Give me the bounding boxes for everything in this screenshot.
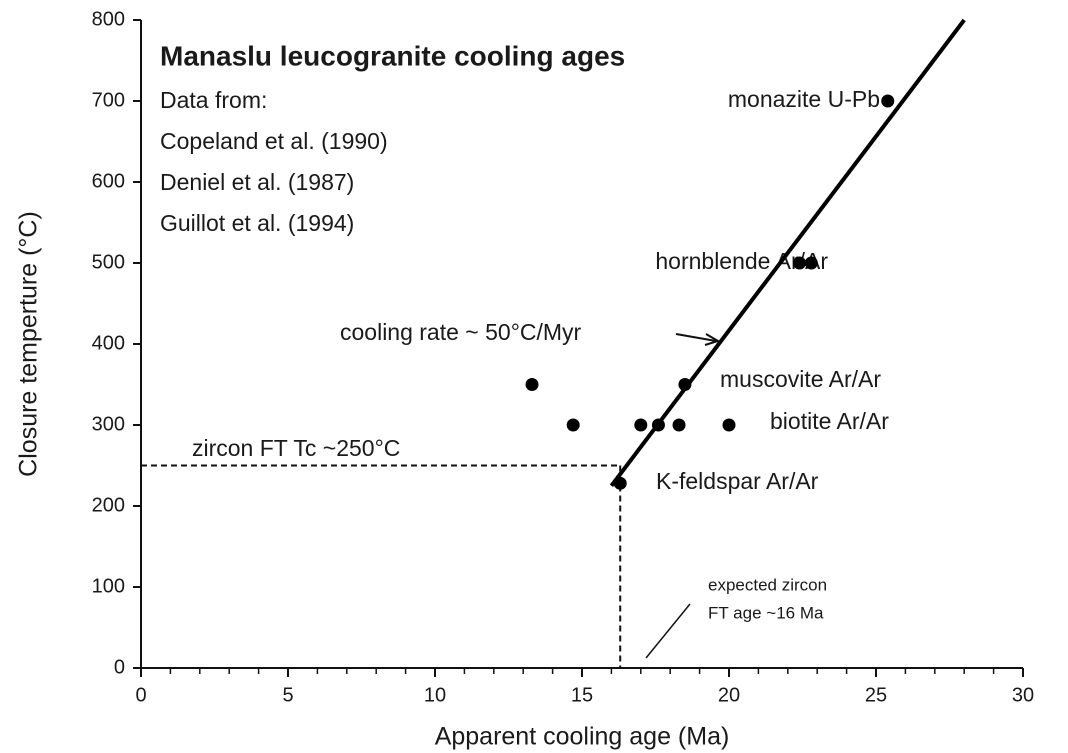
source: Guillot et al. (1994) bbox=[160, 210, 354, 236]
y-tick-label: 200 bbox=[92, 494, 125, 516]
point bbox=[722, 418, 736, 432]
arrow bbox=[675, 333, 717, 342]
point bbox=[651, 418, 665, 432]
x-tick-label: 0 bbox=[135, 684, 146, 706]
point bbox=[525, 378, 539, 391]
annotation: monazite U-Pb bbox=[728, 86, 880, 112]
y-tick-label: 700 bbox=[92, 89, 125, 111]
fit-line bbox=[609, 18, 966, 487]
x-tick-label: 10 bbox=[424, 684, 446, 706]
y-axis-title: Closure temperture (°C) bbox=[15, 211, 43, 477]
point bbox=[613, 476, 627, 490]
y-tick-label: 800 bbox=[92, 8, 125, 30]
annotation: expected zircon bbox=[708, 575, 827, 594]
y-tick-label: 100 bbox=[92, 575, 125, 597]
source: Deniel et al. (1987) bbox=[160, 169, 354, 195]
point bbox=[804, 256, 818, 270]
chart-title: Manaslu leucogranite cooling ages bbox=[160, 40, 625, 71]
x-tick-label: 15 bbox=[571, 684, 593, 706]
y-tick-label: 500 bbox=[92, 251, 125, 273]
x-tick-label: 30 bbox=[1012, 684, 1034, 706]
point bbox=[881, 94, 895, 108]
x-axis-title: Apparent cooling age (Ma) bbox=[435, 723, 730, 751]
point bbox=[566, 418, 580, 432]
annotation: zircon FT Tc ~250°C bbox=[192, 435, 400, 461]
annotation: muscovite Ar/Ar bbox=[720, 366, 881, 392]
y-tick-label: 600 bbox=[92, 170, 125, 192]
arrow-head bbox=[704, 333, 721, 346]
source-heading: Data from: bbox=[160, 87, 267, 113]
x-tick-label: 5 bbox=[282, 684, 293, 706]
annotation: biotite Ar/Ar bbox=[770, 408, 889, 434]
x-tick-label: 25 bbox=[865, 684, 887, 706]
annotation: K-feldspar Ar/Ar bbox=[656, 468, 819, 494]
pointer bbox=[645, 603, 691, 659]
annotation: cooling rate ~ 50°C/Myr bbox=[340, 319, 582, 345]
annotation: FT age ~16 Ma bbox=[708, 603, 824, 622]
point bbox=[672, 418, 686, 432]
source: Copeland et al. (1990) bbox=[160, 128, 388, 154]
point bbox=[634, 418, 648, 432]
y-tick-label: 0 bbox=[114, 656, 125, 678]
x-tick-label: 20 bbox=[718, 684, 740, 706]
y-tick-label: 400 bbox=[92, 332, 125, 354]
point bbox=[793, 256, 807, 270]
point bbox=[678, 378, 692, 391]
y-tick-label: 300 bbox=[92, 413, 125, 435]
